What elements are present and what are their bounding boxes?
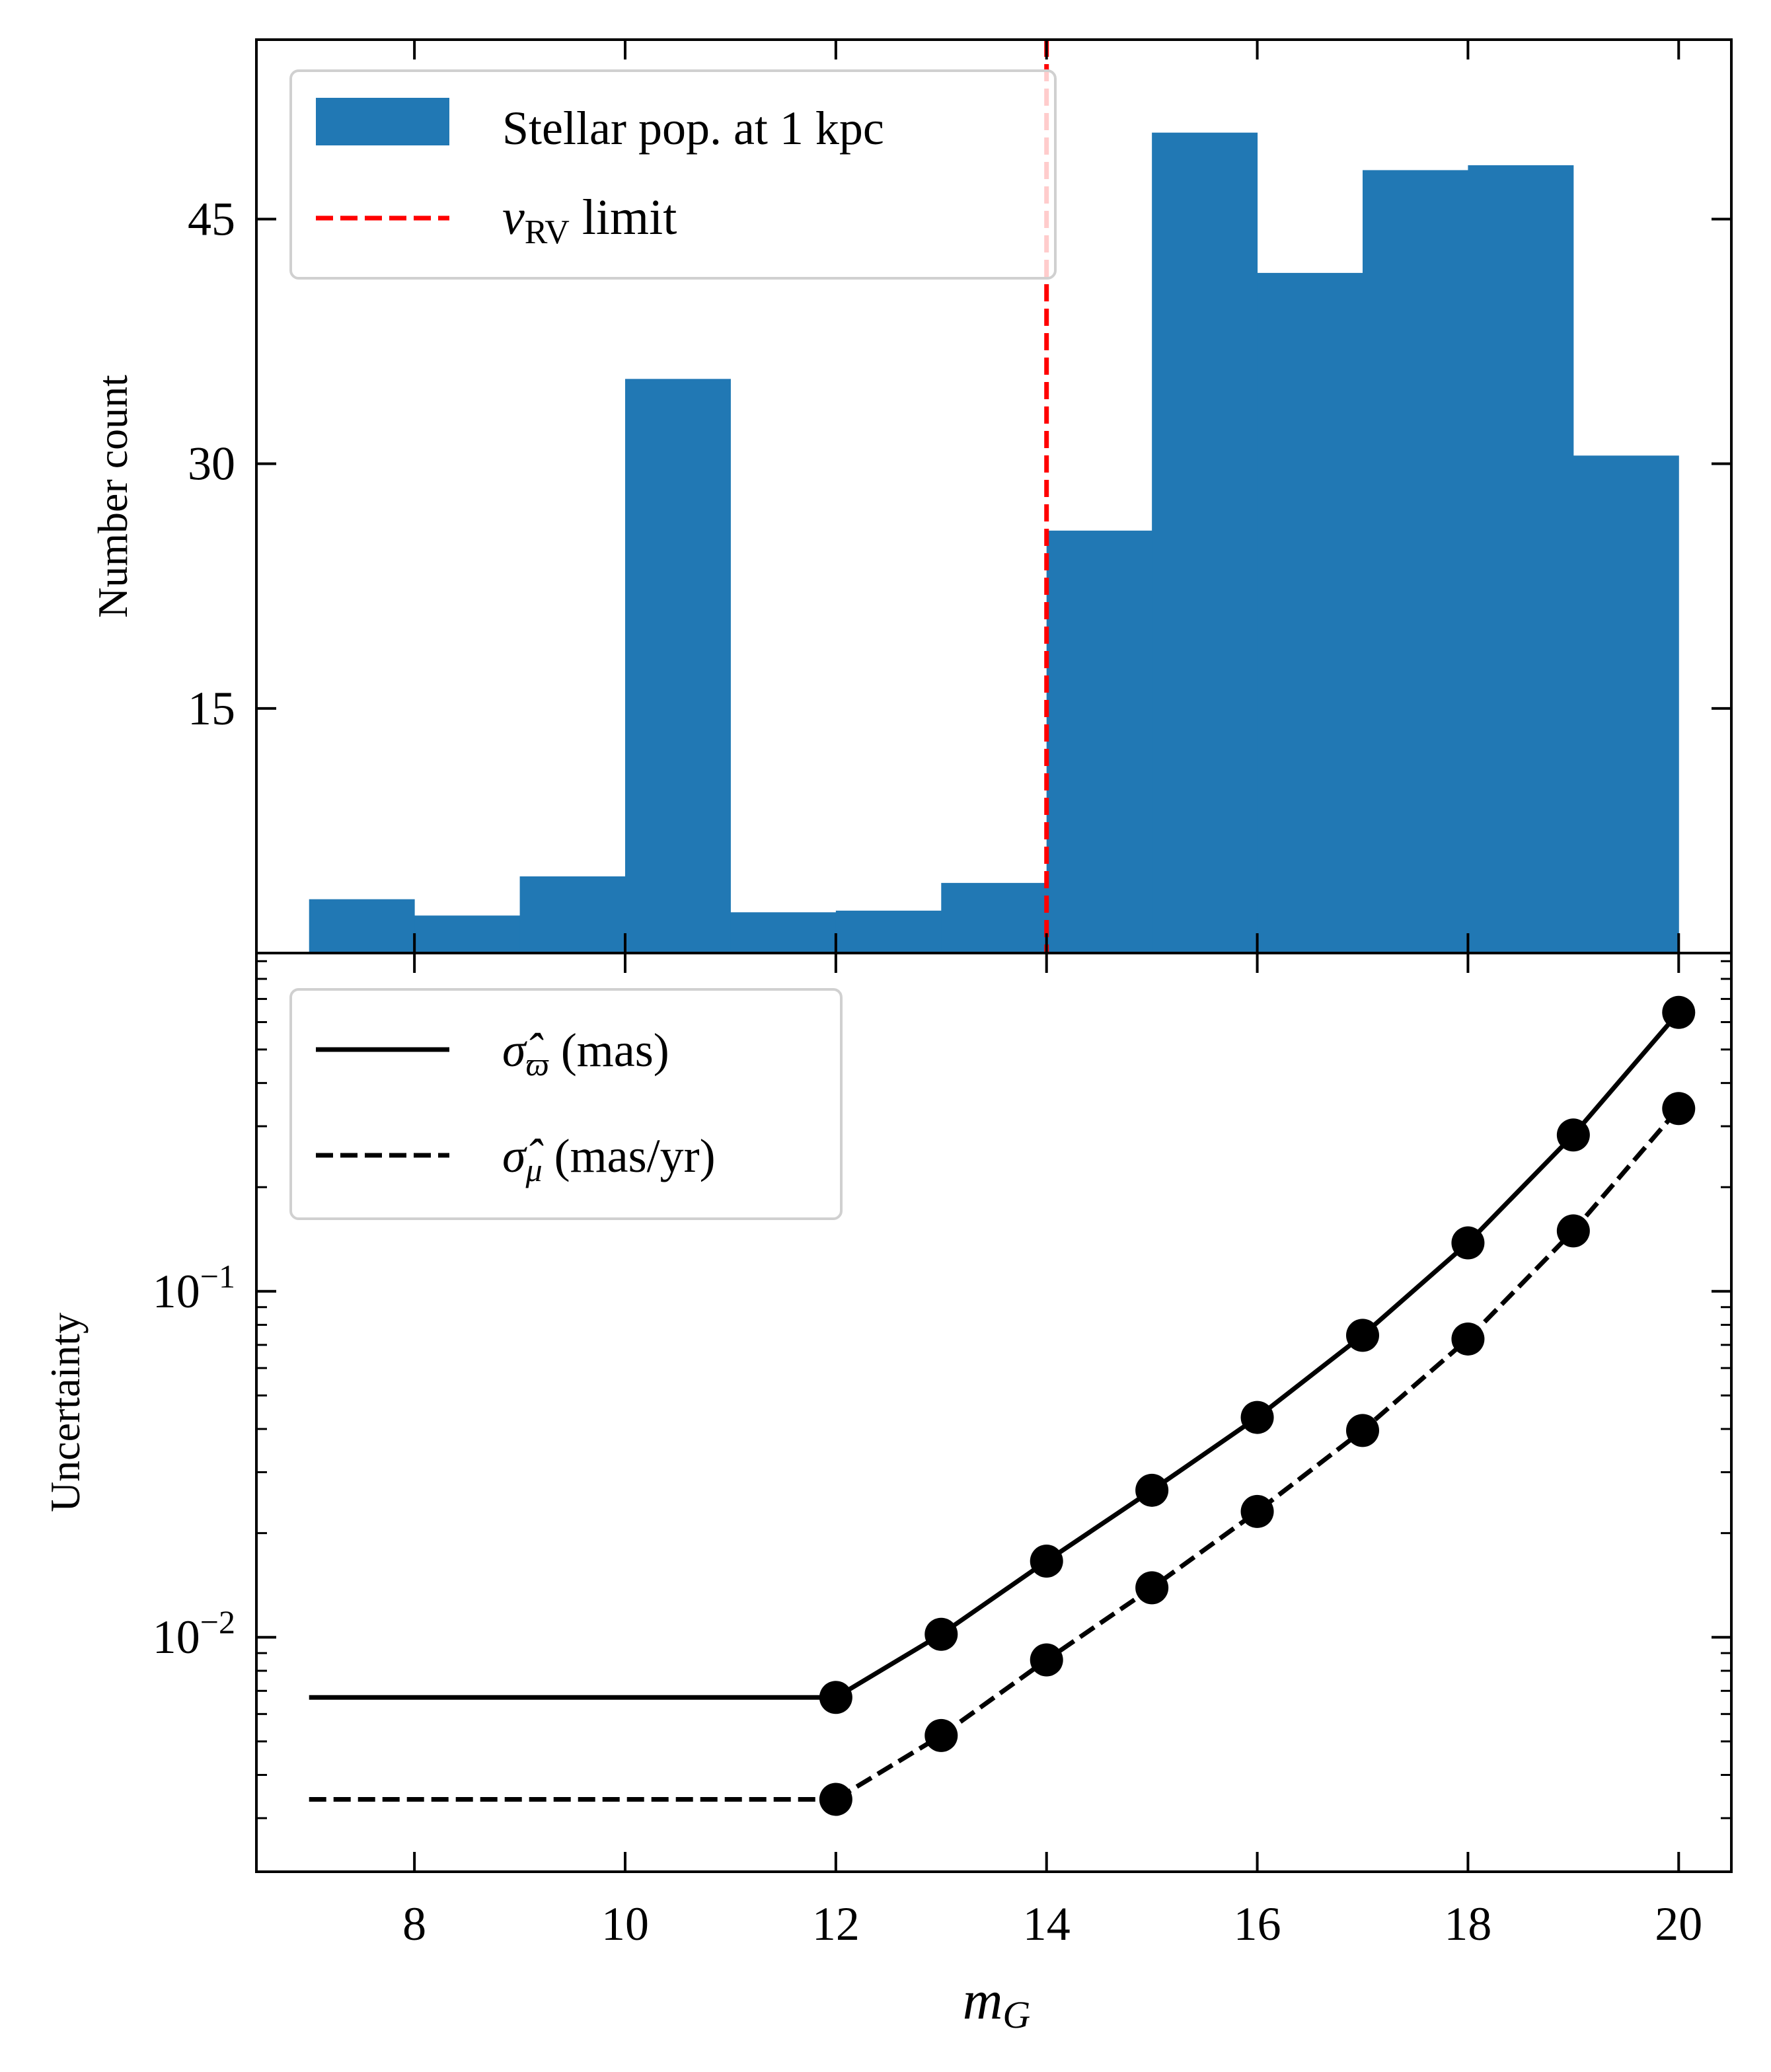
bottom-y-axis-label: Uncertainty xyxy=(42,1313,89,1512)
y-tick-label: 10−1 xyxy=(153,1258,235,1318)
data-point xyxy=(1030,1545,1063,1578)
histogram-bar xyxy=(941,882,1047,953)
top-legend: Stellar pop. at 1 kpc νRV limit xyxy=(289,69,1057,280)
bottom-axes-frame xyxy=(255,952,1733,1873)
histogram-bar xyxy=(835,910,942,953)
x-tick-label: 8 xyxy=(402,1898,426,1950)
series-line xyxy=(835,1011,1680,1700)
histogram-bar xyxy=(309,899,415,953)
data-point xyxy=(1030,1643,1063,1677)
x-tick-label: 10 xyxy=(601,1898,649,1950)
data-point xyxy=(1135,1571,1169,1605)
data-point xyxy=(1451,1226,1485,1260)
histogram-bar xyxy=(519,876,626,953)
data-point xyxy=(1556,1118,1590,1152)
top-y-axis-label: Number count xyxy=(89,375,136,618)
data-point xyxy=(819,1783,852,1816)
histogram-panel: 15 30 45 xyxy=(188,40,1731,954)
top-legend-box xyxy=(289,69,1057,280)
y-tick-label: 30 xyxy=(188,438,235,490)
x-tick-label: 12 xyxy=(812,1898,860,1950)
histogram-bar xyxy=(625,379,731,953)
x-tick-label: 16 xyxy=(1234,1898,1281,1950)
x-tick-label: 20 xyxy=(1655,1898,1702,1950)
series-line xyxy=(835,1106,1680,1802)
histogram-bar xyxy=(1257,272,1363,953)
histogram-bar xyxy=(1152,132,1258,954)
legend-label-vrv-limit: νRV limit xyxy=(502,190,677,251)
data-point xyxy=(924,1617,958,1651)
x-axis-label: mG xyxy=(963,1970,1031,2036)
histogram-bar xyxy=(1363,170,1468,953)
bottom-legend: σ̂ϖ (mas) σ̂μ (mas/yr) xyxy=(289,988,843,1220)
histogram-bar xyxy=(730,912,837,953)
uncertainty-panel: 10−1 10−2 8 10 12 14 16 18 20 xyxy=(153,953,1731,1950)
data-point xyxy=(924,1718,958,1752)
legend-label-sigma-pm: σ̂μ (mas/yr) xyxy=(502,1130,716,1188)
data-point xyxy=(1451,1322,1485,1356)
y-tick-label: 45 xyxy=(188,192,235,245)
x-tick-label: 18 xyxy=(1444,1898,1491,1950)
histogram-bar xyxy=(1573,455,1679,953)
legend-label-stellar-pop: Stellar pop. at 1 kpc xyxy=(502,102,884,155)
histogram-bar xyxy=(414,915,521,953)
data-point xyxy=(1240,1401,1274,1434)
histogram-bar xyxy=(1046,530,1152,953)
y-tick-label: 10−2 xyxy=(153,1603,235,1664)
legend-swatch-bars xyxy=(316,98,449,145)
data-point xyxy=(1240,1494,1274,1528)
y-tick-label: 15 xyxy=(188,682,235,735)
x-tick-label: 14 xyxy=(1023,1898,1071,1950)
data-point xyxy=(1346,1319,1379,1352)
data-point xyxy=(1346,1414,1379,1447)
histogram-bar xyxy=(1468,165,1574,953)
data-point xyxy=(819,1681,852,1714)
bottom-legend-box xyxy=(289,988,843,1220)
data-point xyxy=(1556,1214,1590,1248)
data-point xyxy=(1662,995,1696,1029)
data-point xyxy=(1135,1473,1169,1507)
data-point xyxy=(1662,1092,1696,1126)
